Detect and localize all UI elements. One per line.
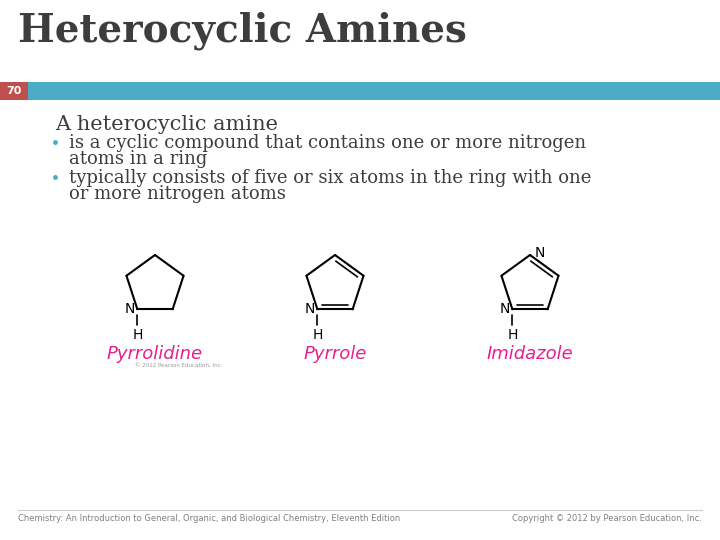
Text: Copyright © 2012 by Pearson Education, Inc.: Copyright © 2012 by Pearson Education, I… [512,514,702,523]
Text: Heterocyclic Amines: Heterocyclic Amines [18,12,467,51]
Text: N: N [499,302,510,316]
Text: 70: 70 [6,86,22,96]
Text: Pyrrolidine: Pyrrolidine [107,345,203,363]
Bar [0,82,28,100]
Text: A heterocyclic amine: A heterocyclic amine [55,115,278,134]
Text: Pyrrole: Pyrrole [303,345,366,363]
Text: N: N [535,246,545,260]
Text: or more nitrogen atoms: or more nitrogen atoms [69,185,286,203]
Text: H: H [312,328,323,342]
Bar [0,82,720,100]
Text: N: N [304,302,315,316]
Text: Chemistry: An Introduction to General, Organic, and Biological Chemistry, Eleven: Chemistry: An Introduction to General, O… [18,514,400,523]
Text: © 2012 Pearson Education, Inc.: © 2012 Pearson Education, Inc. [135,363,222,368]
Text: typically consists of five or six atoms in the ring with one: typically consists of five or six atoms … [69,169,591,187]
Text: N: N [124,302,135,316]
Text: Imidazole: Imidazole [487,345,573,363]
Text: atoms in a ring: atoms in a ring [69,150,207,168]
Text: is a cyclic compound that contains one or more nitrogen: is a cyclic compound that contains one o… [69,134,586,152]
Text: H: H [132,328,143,342]
Text: H: H [507,328,518,342]
